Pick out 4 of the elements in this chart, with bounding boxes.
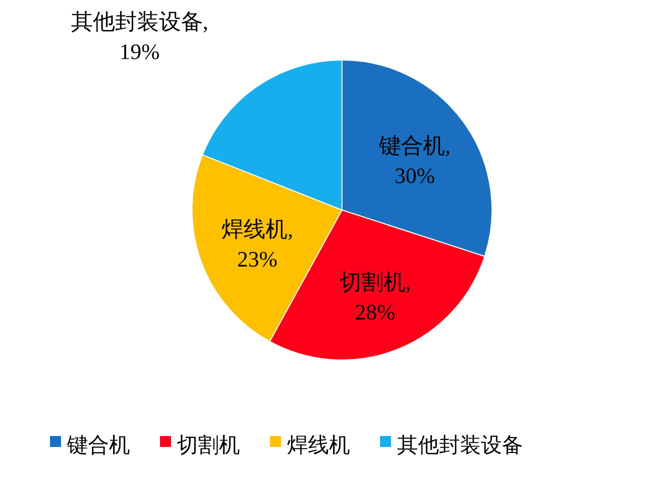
legend-label: 键合机 <box>66 432 130 457</box>
legend-label: 其他封装设备 <box>397 432 523 457</box>
legend-label: 切割机 <box>177 432 240 457</box>
legend-label: 焊线机 <box>287 432 350 457</box>
